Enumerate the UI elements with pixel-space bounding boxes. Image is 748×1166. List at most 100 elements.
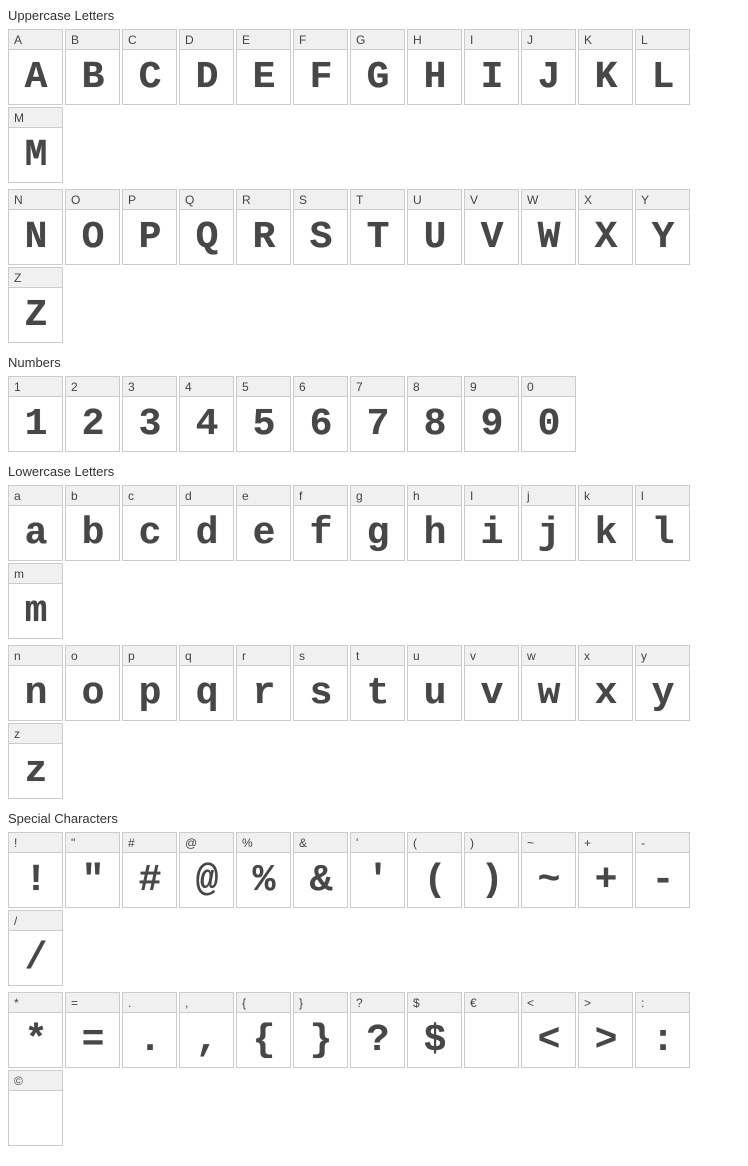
char-glyph: 1 bbox=[9, 397, 62, 451]
char-cell[interactable]: bb bbox=[65, 485, 120, 561]
char-cell[interactable]: oo bbox=[65, 645, 120, 721]
char-cell[interactable]: mm bbox=[8, 563, 63, 639]
char-cell[interactable]: ZZ bbox=[8, 267, 63, 343]
char-cell[interactable]: TT bbox=[350, 189, 405, 265]
char-cell[interactable]: KK bbox=[578, 29, 633, 105]
char-cell[interactable]: !! bbox=[8, 832, 63, 908]
char-cell[interactable]: ff bbox=[293, 485, 348, 561]
char-cell[interactable]: 33 bbox=[122, 376, 177, 452]
char-cell[interactable]: // bbox=[8, 910, 63, 986]
char-cell[interactable]: gg bbox=[350, 485, 405, 561]
char-cell[interactable]: hh bbox=[407, 485, 462, 561]
char-glyph: O bbox=[66, 210, 119, 264]
char-cell[interactable]: ?? bbox=[350, 992, 405, 1068]
char-cell[interactable]: GG bbox=[350, 29, 405, 105]
char-cell[interactable]: pp bbox=[122, 645, 177, 721]
char-cell[interactable]: nn bbox=[8, 645, 63, 721]
char-cell[interactable]: $$ bbox=[407, 992, 462, 1068]
char-cell[interactable]: rr bbox=[236, 645, 291, 721]
char-cell[interactable]: SS bbox=[293, 189, 348, 265]
char-cell[interactable]: 00 bbox=[521, 376, 576, 452]
char-cell[interactable]: FF bbox=[293, 29, 348, 105]
char-cell[interactable]: XX bbox=[578, 189, 633, 265]
char-cell[interactable]: ~~ bbox=[521, 832, 576, 908]
char-cell[interactable]: '' bbox=[350, 832, 405, 908]
char-cell[interactable]: BB bbox=[65, 29, 120, 105]
char-cell[interactable]: WW bbox=[521, 189, 576, 265]
char-cell[interactable]: 55 bbox=[236, 376, 291, 452]
char-cell[interactable]: jj bbox=[521, 485, 576, 561]
char-cell[interactable]: cc bbox=[122, 485, 177, 561]
char-glyph: r bbox=[237, 666, 290, 720]
char-cell[interactable]: EE bbox=[236, 29, 291, 105]
char-cell[interactable]: QQ bbox=[179, 189, 234, 265]
char-cell[interactable]: DD bbox=[179, 29, 234, 105]
char-cell[interactable]: LL bbox=[635, 29, 690, 105]
char-cell[interactable]: HH bbox=[407, 29, 462, 105]
char-cell[interactable]: ++ bbox=[578, 832, 633, 908]
char-cell[interactable]: kk bbox=[578, 485, 633, 561]
char-cell[interactable]: YY bbox=[635, 189, 690, 265]
char-cell[interactable]: Ii bbox=[464, 485, 519, 561]
char-cell[interactable]: "" bbox=[65, 832, 120, 908]
char-cell[interactable]: © bbox=[8, 1070, 63, 1146]
char-glyph: q bbox=[180, 666, 233, 720]
char-cell[interactable]: }} bbox=[293, 992, 348, 1068]
char-cell[interactable]: @@ bbox=[179, 832, 234, 908]
char-cell[interactable]: OO bbox=[65, 189, 120, 265]
char-glyph: S bbox=[294, 210, 347, 264]
char-cell[interactable]: VV bbox=[464, 189, 519, 265]
char-cell[interactable]: qq bbox=[179, 645, 234, 721]
char-cell[interactable]: JJ bbox=[521, 29, 576, 105]
char-label: p bbox=[123, 646, 176, 666]
char-cell[interactable]: == bbox=[65, 992, 120, 1068]
char-cell[interactable]: 77 bbox=[350, 376, 405, 452]
char-cell[interactable]: ** bbox=[8, 992, 63, 1068]
char-cell[interactable]: >> bbox=[578, 992, 633, 1068]
char-glyph: m bbox=[9, 584, 62, 638]
char-cell[interactable]: xx bbox=[578, 645, 633, 721]
char-cell[interactable]: ss bbox=[293, 645, 348, 721]
char-cell[interactable]: vv bbox=[464, 645, 519, 721]
char-cell[interactable]: :: bbox=[635, 992, 690, 1068]
char-cell[interactable]: 99 bbox=[464, 376, 519, 452]
char-glyph: u bbox=[408, 666, 461, 720]
char-cell[interactable]: ## bbox=[122, 832, 177, 908]
char-cell[interactable]: ww bbox=[521, 645, 576, 721]
char-cell[interactable]: MM bbox=[8, 107, 63, 183]
char-cell[interactable]: && bbox=[293, 832, 348, 908]
char-cell[interactable]: € bbox=[464, 992, 519, 1068]
char-cell[interactable]: .. bbox=[122, 992, 177, 1068]
char-cell[interactable]: %% bbox=[236, 832, 291, 908]
char-cell[interactable]: -- bbox=[635, 832, 690, 908]
char-cell[interactable]: aa bbox=[8, 485, 63, 561]
char-cell[interactable]: tt bbox=[350, 645, 405, 721]
char-cell[interactable]: AA bbox=[8, 29, 63, 105]
char-glyph: # bbox=[123, 853, 176, 907]
char-cell[interactable]: RR bbox=[236, 189, 291, 265]
char-cell[interactable]: 44 bbox=[179, 376, 234, 452]
char-cell[interactable]: yy bbox=[635, 645, 690, 721]
char-cell[interactable]: NN bbox=[8, 189, 63, 265]
char-cell[interactable]: II bbox=[464, 29, 519, 105]
char-cell[interactable]: zz bbox=[8, 723, 63, 799]
char-cell[interactable]: uu bbox=[407, 645, 462, 721]
char-grid: 11223344556677889900 bbox=[8, 376, 740, 452]
char-cell[interactable]: ll bbox=[635, 485, 690, 561]
char-cell[interactable]: 88 bbox=[407, 376, 462, 452]
char-cell[interactable]: (( bbox=[407, 832, 462, 908]
char-cell[interactable]: CC bbox=[122, 29, 177, 105]
char-cell[interactable]: {{ bbox=[236, 992, 291, 1068]
char-cell[interactable]: << bbox=[521, 992, 576, 1068]
char-cell[interactable]: )) bbox=[464, 832, 519, 908]
char-cell[interactable]: ee bbox=[236, 485, 291, 561]
char-cell[interactable]: 11 bbox=[8, 376, 63, 452]
char-cell[interactable]: dd bbox=[179, 485, 234, 561]
char-cell[interactable]: UU bbox=[407, 189, 462, 265]
char-glyph: v bbox=[465, 666, 518, 720]
char-cell[interactable]: ,, bbox=[179, 992, 234, 1068]
char-cell[interactable]: 66 bbox=[293, 376, 348, 452]
char-cell[interactable]: 22 bbox=[65, 376, 120, 452]
char-cell[interactable]: PP bbox=[122, 189, 177, 265]
char-glyph: C bbox=[123, 50, 176, 104]
